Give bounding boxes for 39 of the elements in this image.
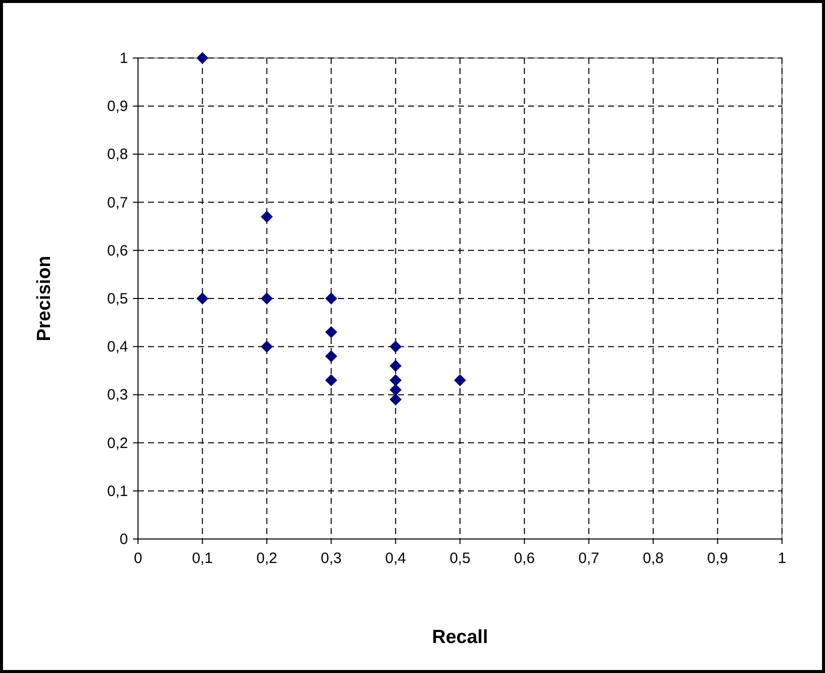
point	[260, 292, 273, 304]
point	[390, 374, 402, 386]
point	[325, 326, 338, 338]
point	[325, 292, 338, 304]
y-tick-label: 0,4	[107, 338, 128, 356]
point	[325, 350, 338, 362]
y-tick-label: 1	[120, 50, 128, 67]
x-tick-label: 0,9	[707, 550, 728, 567]
y-tick-label: 0,9	[107, 98, 128, 116]
point	[390, 340, 402, 353]
y-tick-label: 0,7	[107, 194, 128, 212]
y-tick-label: 0	[120, 531, 128, 548]
x-tick-label: 0,4	[385, 550, 406, 567]
x-tick-label: 0,3	[320, 550, 342, 567]
y-tick-label: 0,2	[107, 434, 128, 452]
x-tick-label: 0,5	[450, 550, 470, 567]
x-tick-label: 0	[134, 550, 142, 567]
point	[390, 384, 402, 396]
x-tick-label: 0,8	[642, 550, 664, 567]
y-tick-label: 0,8	[107, 146, 128, 164]
x-tick-label: 0,2	[256, 550, 278, 567]
y-axis-title: Precision	[34, 256, 55, 342]
x-tick-label: 0,6	[514, 550, 535, 567]
x-axis-title: Recall	[432, 627, 488, 648]
x-tick-label: 1	[778, 550, 786, 567]
point	[260, 210, 273, 223]
y-tick-label: 0,1	[107, 482, 128, 500]
y-tick-label: 0,5	[107, 290, 128, 308]
point	[390, 394, 402, 406]
point	[325, 374, 338, 386]
x-tick-label: 0,1	[192, 550, 213, 567]
point	[260, 340, 273, 353]
point	[196, 292, 208, 304]
point	[196, 52, 208, 64]
y-tick-label: 0,6	[107, 242, 128, 260]
point	[390, 360, 402, 372]
point	[454, 374, 466, 386]
x-tick-label: 0,7	[578, 550, 600, 567]
y-tick-label: 0,3	[107, 386, 128, 404]
